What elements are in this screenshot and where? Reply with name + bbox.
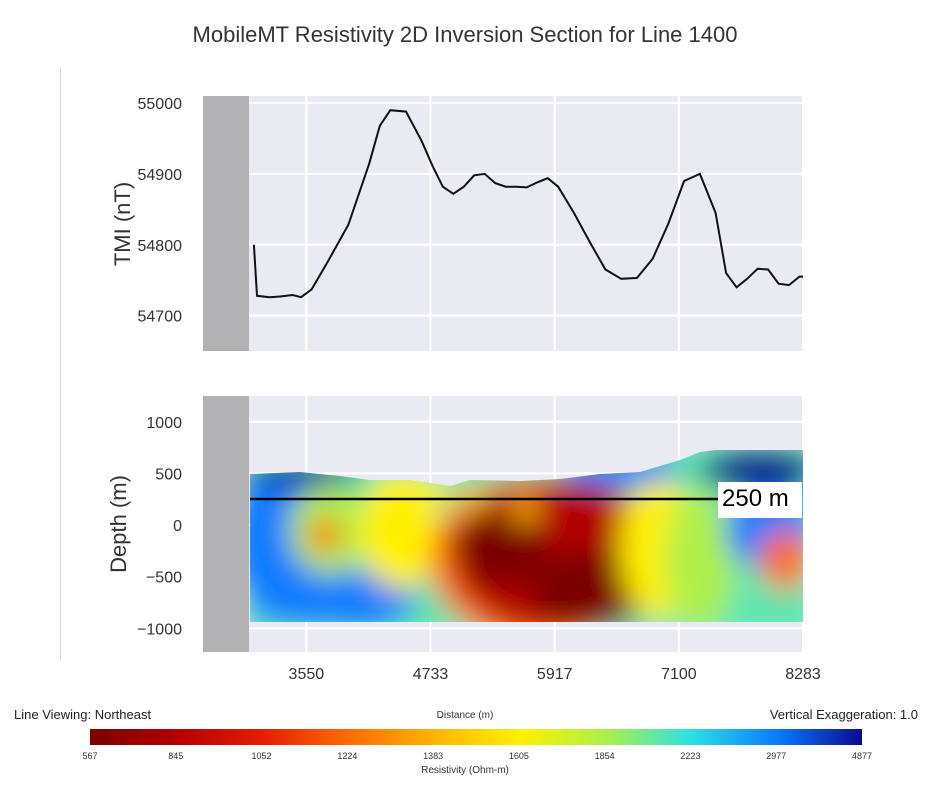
colorbar-tick-label: 1224 <box>337 751 358 761</box>
vertical-exaggeration-label: Vertical Exaggeration: 1.0 <box>769 707 918 722</box>
section-x-tick-label: 8283 <box>785 666 821 683</box>
resistivity-blob <box>530 550 650 622</box>
colorbar-tick-label: 1383 <box>423 751 444 761</box>
colorbar <box>90 729 862 745</box>
tmi-y-ticks: 55000 54900 54800 54700 <box>138 96 183 326</box>
resistivity-blob <box>760 530 803 590</box>
section-y-tick-label: 1000 <box>146 415 182 432</box>
resistivity-blob <box>511 496 539 524</box>
tmi-y-axis-label: TMI (nT) <box>110 182 135 266</box>
resistivity-blob <box>452 505 548 585</box>
resistivity-blob <box>309 517 341 553</box>
annotation-background <box>718 482 802 518</box>
section-x-tick-label: 4733 <box>413 666 449 683</box>
section-x-ticks: 3550 4733 5917 7100 8283 <box>289 666 821 683</box>
resistivity-blob <box>700 450 803 492</box>
section-x-tick-label: 7100 <box>661 666 697 683</box>
section-y-tick-label: 0 <box>173 518 182 535</box>
section-x-tick-label: 5917 <box>537 666 573 683</box>
colorbar-tick-label: 1605 <box>508 751 529 761</box>
tmi-y-tick-label: 54900 <box>138 167 183 184</box>
section-y-ticks: 1000 500 0 −500 −1000 <box>137 415 182 638</box>
colorbar-tick-label: 845 <box>168 751 184 761</box>
section-gray-block <box>203 396 249 652</box>
line-viewing-label: Line Viewing: Northeast <box>14 707 152 722</box>
section-y-tick-label: −1000 <box>137 621 182 638</box>
colorbar-tick-label: 2223 <box>680 751 701 761</box>
resistivity-blob <box>250 597 390 622</box>
divider <box>60 68 61 660</box>
colorbar-tick-label: 4877 <box>851 751 873 761</box>
section-x-tick-label: 3550 <box>289 666 325 683</box>
tmi-y-tick-label: 55000 <box>138 96 183 113</box>
tmi-panel-background <box>203 96 803 351</box>
tmi-grid <box>203 96 804 351</box>
depth-annotation: 250 m <box>722 485 789 512</box>
tmi-y-tick-label: 54700 <box>138 309 183 326</box>
tmi-y-tick-label: 54800 <box>138 238 183 255</box>
resistivity-blob <box>665 490 735 622</box>
distance-axis-label: Distance (m) <box>436 710 494 721</box>
colorbar-tick-label: 2977 <box>766 751 787 761</box>
section-y-tick-label: 500 <box>155 466 182 483</box>
colorbar-title: Resistivity (Ohm-m) <box>421 765 509 776</box>
tmi-gray-block <box>203 96 249 351</box>
section-y-axis-label: Depth (m) <box>106 475 131 573</box>
section-y-tick-label: −500 <box>146 570 182 587</box>
colorbar-tick-label: 567 <box>82 751 98 761</box>
tmi-series-line <box>252 109 803 299</box>
chart-title: MobileMT Resistivity 2D Inversion Sectio… <box>192 22 738 47</box>
colorbar-tick-label: 1052 <box>251 751 272 761</box>
colorbar-tick-label: 1854 <box>594 751 615 761</box>
